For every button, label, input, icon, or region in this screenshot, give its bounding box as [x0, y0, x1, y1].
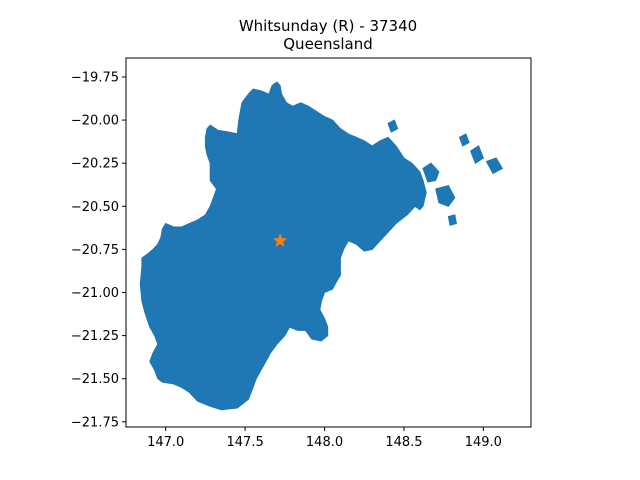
x-tick-label: 147.0 [147, 435, 184, 450]
x-tick-label: 148.0 [306, 435, 343, 450]
y-tick-label: −19.75 [71, 70, 119, 85]
x-axis: 147.0 147.5 148.0 148.5 149.0 [147, 427, 502, 450]
y-tick-label: −20.25 [71, 157, 119, 172]
y-tick-label: −20.50 [71, 200, 119, 215]
marker-layer [272, 233, 288, 247]
chart-title-line-1: Whitsunday (R) - 37340 [239, 17, 417, 35]
region-island-shape [422, 162, 440, 183]
y-tick-label: −20.75 [71, 243, 119, 258]
y-tick-label: −21.00 [71, 286, 119, 301]
region-island-shape [458, 133, 470, 147]
x-tick-label: 149.0 [465, 435, 502, 450]
axes-frame [125, 57, 532, 428]
y-tick-label: −20.00 [71, 114, 119, 129]
chart-title: Whitsunday (R) - 37340 Queensland [239, 17, 417, 53]
centroid-star-marker [272, 233, 288, 247]
plot-area [125, 57, 532, 428]
region-island-shape [447, 214, 457, 226]
y-tick-label: −21.75 [71, 415, 119, 430]
region-island-shape [469, 145, 485, 164]
region-island-shape [485, 157, 504, 175]
y-tick-label: −21.25 [71, 329, 119, 344]
y-tick-label: −21.50 [71, 372, 119, 387]
region-island-shape [387, 119, 399, 133]
x-tick-label: 147.5 [227, 435, 264, 450]
region-island-shape [435, 185, 456, 207]
y-axis: −19.75 −20.00 −20.25 −20.50 −20.75 −21.00 −21.… [71, 70, 126, 430]
chart-title-line-2: Queensland [283, 35, 372, 53]
x-tick-label: 148.5 [385, 435, 422, 450]
region-layer [139, 81, 504, 411]
